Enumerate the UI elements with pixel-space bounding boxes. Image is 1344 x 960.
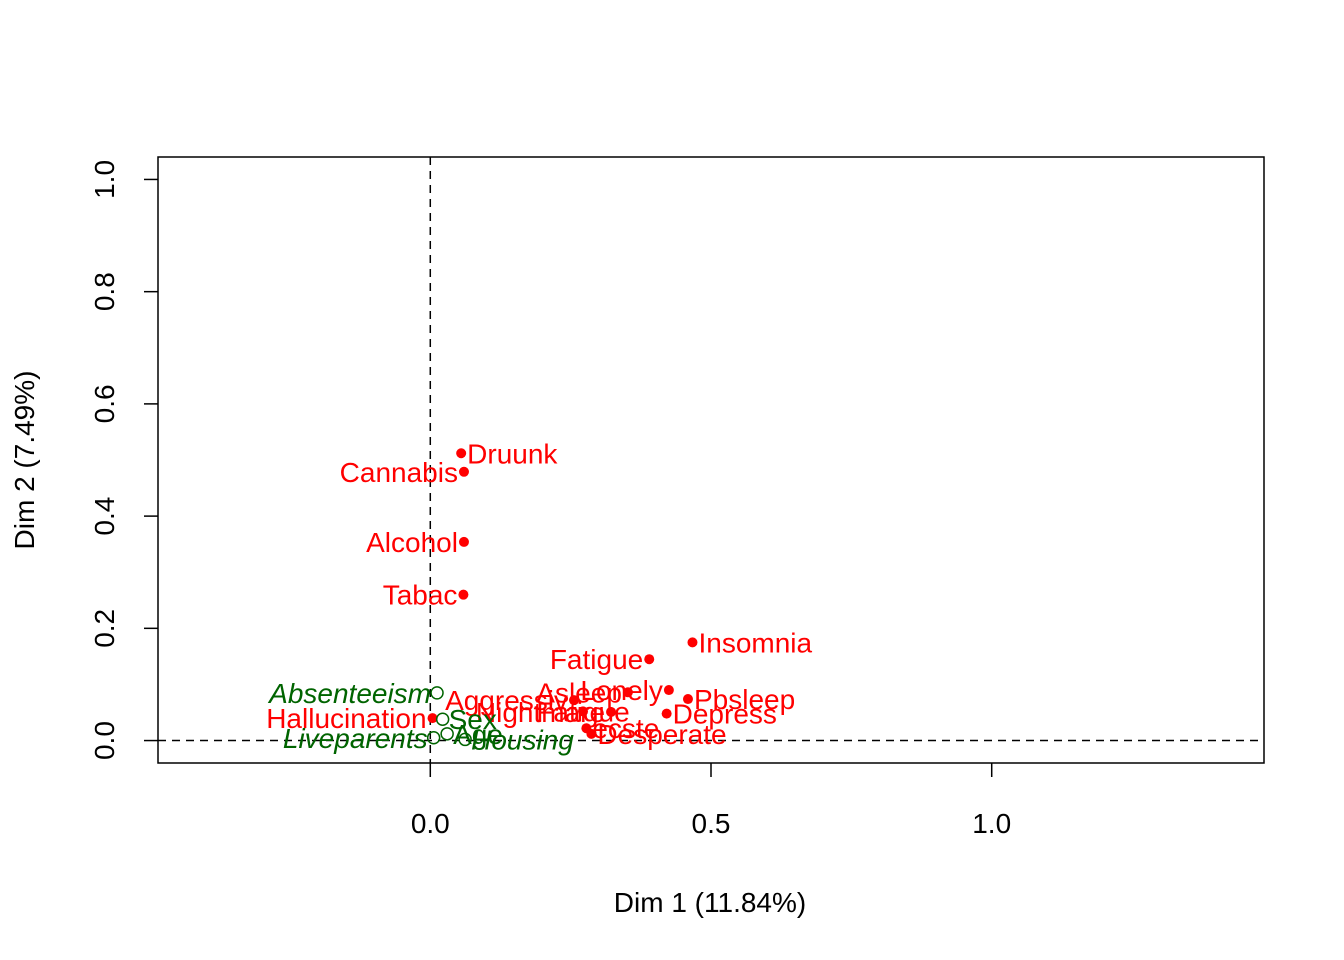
data-point-lonely — [663, 685, 674, 696]
data-point-alcohol — [458, 536, 469, 547]
point-label-pbsleep: Pbsleep — [694, 684, 795, 715]
data-points: Druunk Cannabis Alcohol Tabac Fatigue Insomni… — [266, 438, 812, 755]
y-tick-label: 0.0 — [89, 721, 120, 760]
reference-lines — [158, 157, 1264, 763]
y-tick-label: 0.4 — [89, 497, 120, 536]
x-tick-label: 0.5 — [692, 808, 731, 839]
data-point-asleep — [622, 687, 633, 698]
y-tick-label: 0.6 — [89, 384, 120, 423]
point-label-desperate: Desperate — [597, 719, 726, 750]
data-point-fatigue — [644, 654, 655, 665]
data-point-fatigue — [577, 706, 588, 717]
point-label-sex: Sex — [449, 704, 497, 735]
data-point-nightmare — [606, 706, 617, 717]
point-label-tabac: Tabac — [383, 580, 458, 611]
point-label-aggressiv: Aggressiv — [445, 685, 568, 716]
point-label-insomnia: Insomnia — [698, 627, 812, 658]
data-point-desperate — [586, 728, 597, 739]
axis-ticks: 0.0 0.5 1.0 0.0 0.2 0.4 0.6 0.8 1.0 — [89, 160, 1011, 839]
data-point-depress — [661, 708, 672, 719]
data-point-tabac — [458, 589, 469, 600]
data-point-insomnia — [687, 637, 698, 648]
supplementary-point-age — [440, 727, 454, 741]
point-label-fatigue: Fatigue — [550, 644, 643, 675]
data-point-cannabis — [458, 466, 469, 477]
supplementary-point-sex — [435, 712, 450, 726]
supplementary-point-housing — [458, 732, 472, 747]
data-point-aggressiv — [569, 695, 580, 706]
point-label-cannabis: Cannabis — [340, 457, 458, 488]
data-point-hallucination — [427, 713, 438, 724]
x-axis-label: Dim 1 (11.84%) — [614, 887, 806, 918]
point-label-asleep: Asleep — [536, 677, 622, 708]
point-label-hallucination: Hallucination — [266, 703, 426, 734]
supplementary-point-liveparents — [426, 731, 441, 745]
point-label-druunk: Druunk — [467, 438, 558, 469]
data-point-druunk — [456, 448, 467, 459]
point-label-alcohol: Alcohol — [366, 527, 458, 558]
point-label-lonely: Lonely — [580, 675, 663, 706]
y-tick-label: 1.0 — [89, 160, 120, 199]
point-label-liveparents: Liveparents — [283, 723, 428, 754]
y-tick-label: 0.8 — [89, 272, 120, 311]
x-tick-label: 0.0 — [411, 808, 450, 839]
y-tick-label: 0.2 — [89, 609, 120, 648]
data-point-pbsleep — [682, 694, 693, 705]
point-label-depress: Depress — [673, 699, 777, 730]
y-axis-label: Dim 2 (7.49%) — [9, 371, 40, 550]
x-tick-label: 1.0 — [972, 808, 1011, 839]
plot-frame-layer — [157, 156, 1265, 764]
point-label-housing: Housing — [471, 724, 574, 755]
supplementary-point-absenteeism — [430, 686, 444, 700]
point-label-ecste: ecste — [592, 713, 659, 744]
point-label-absenteeism: Absenteeism — [267, 678, 431, 709]
point-label-fatigue: Fatigue — [536, 696, 629, 727]
plot-frame — [157, 156, 1265, 764]
